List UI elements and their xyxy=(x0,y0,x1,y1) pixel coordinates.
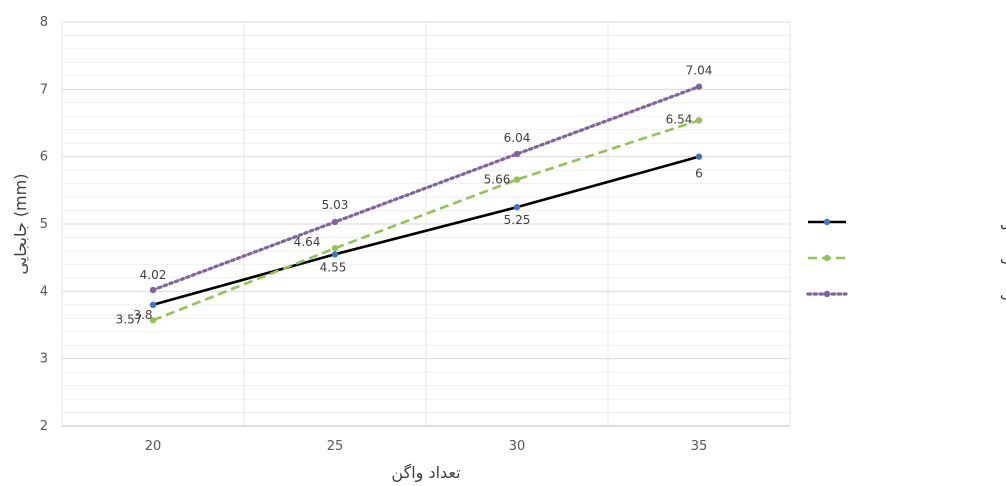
legend-label-3: تک بار متحرک xyxy=(1000,287,1006,303)
grid-lines xyxy=(61,21,791,427)
series-group xyxy=(149,83,703,324)
y-tick-label: 3 xyxy=(40,352,48,367)
y-axis-title: جابجایی (mm) xyxy=(11,174,30,275)
series-2-point xyxy=(331,245,339,252)
series-2-point xyxy=(513,176,521,183)
legend-label-1: نتایج حاصل از آنالیز مدل xyxy=(1000,214,1006,231)
series-3-point xyxy=(331,218,339,226)
legend-marker-3 xyxy=(823,290,831,298)
x-tick-label: 25 xyxy=(327,439,344,454)
y-tick-label: 6 xyxy=(40,150,48,165)
y-tick-label: 5 xyxy=(40,217,48,232)
legend-marker-2 xyxy=(823,254,831,262)
data-labels: 3.8 4.55 5.25 6 3.57 4.64 5.66 6.54 4.02 5.03 6.04… xyxy=(116,64,713,327)
series-3-point xyxy=(513,150,521,158)
data-label: 5.66 xyxy=(484,173,511,187)
data-label: 6 xyxy=(695,167,703,181)
y-tick-label: 7 xyxy=(40,82,48,97)
data-label: 6.04 xyxy=(504,131,531,145)
data-label: 3.57 xyxy=(116,312,143,326)
data-label: 4.64 xyxy=(294,235,321,249)
series-1-point xyxy=(331,251,339,258)
data-label: 7.04 xyxy=(686,64,713,78)
series-1-point xyxy=(695,153,703,160)
x-tick-label: 35 xyxy=(691,439,708,454)
x-tick-label: 30 xyxy=(509,439,526,454)
legend: نتایج حاصل از آنالیز مدل بارهای متمرکز مت… xyxy=(806,214,1006,303)
series-1-point xyxy=(513,203,521,211)
series-2-point xyxy=(695,117,703,124)
data-label: 6.54 xyxy=(666,112,693,126)
series-line-3 xyxy=(151,85,701,292)
data-label: 3.8 xyxy=(133,308,152,322)
y-tick-label: 8 xyxy=(40,15,48,30)
y-axis-ticks: 2 3 4 5 6 7 8 xyxy=(40,15,48,434)
x-axis-title: تعداد واگن xyxy=(391,463,460,483)
y-tick-label: 4 xyxy=(40,284,48,299)
data-label: 5.03 xyxy=(322,198,349,212)
y-tick-label: 2 xyxy=(40,419,48,434)
legend-marker-1 xyxy=(823,218,831,226)
series-2-point xyxy=(149,317,157,324)
legend-label-2: بارهای متمرکز متحرک xyxy=(1000,251,1006,267)
series-1-point xyxy=(149,301,157,308)
x-axis-ticks: 20 25 30 35 xyxy=(145,439,708,454)
series-3-point xyxy=(695,83,703,90)
x-tick-label: 20 xyxy=(145,439,162,454)
data-label: 5.25 xyxy=(504,213,531,227)
data-label: 4.55 xyxy=(320,260,347,274)
series-3-point xyxy=(149,286,157,294)
data-label: 4.02 xyxy=(140,268,167,282)
series-line-1 xyxy=(152,155,700,307)
